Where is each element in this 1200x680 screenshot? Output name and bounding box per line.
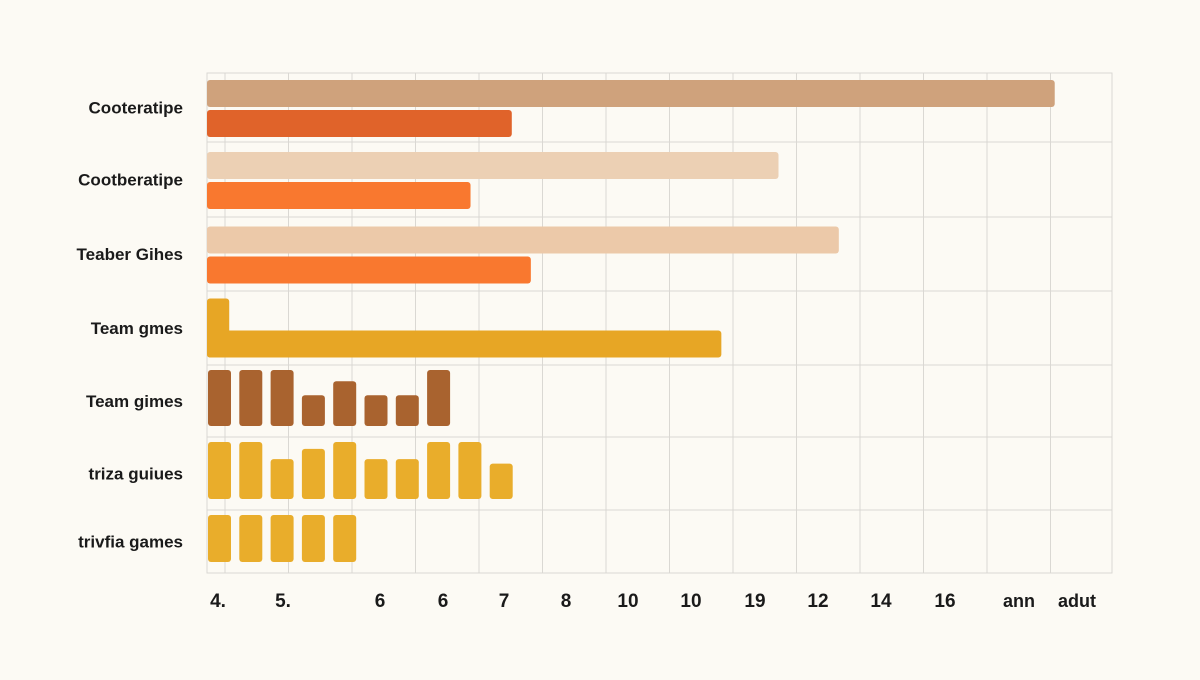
category-label: trivfia games	[78, 533, 183, 552]
column-bar	[427, 442, 451, 499]
column-bar	[364, 459, 388, 499]
column-bar	[458, 442, 482, 499]
x-tick-labels: 4. 5. 6 6 7 8 10 10 19 12 14 16 ann adut	[210, 591, 1096, 612]
column-bar	[239, 515, 263, 562]
category-label: triza guiues	[89, 465, 183, 484]
column-bar	[364, 395, 388, 426]
category-label: Cooteratipe	[89, 99, 183, 118]
column-bar	[427, 370, 451, 426]
column-bar	[208, 442, 231, 499]
column-bar	[301, 448, 325, 499]
column-bar	[301, 395, 325, 426]
category-label: Team gimes	[86, 392, 183, 411]
x-tick-label: 14	[870, 591, 892, 612]
column-bar	[395, 459, 419, 499]
column-bar	[270, 515, 294, 562]
bars	[207, 80, 1055, 562]
bar	[207, 182, 471, 209]
bar	[207, 256, 531, 284]
column-bar	[333, 381, 357, 426]
x-tick-label: 12	[807, 591, 828, 612]
x-tick-label: ann	[1003, 591, 1035, 611]
x-tick-label: 8	[561, 591, 572, 612]
column-bar	[301, 515, 325, 562]
category-labels: Cooteratipe Cootberatipe Teaber Gihes Team …	[77, 99, 183, 552]
column-bar	[489, 463, 513, 499]
x-tick-label: 6	[438, 591, 449, 612]
category-label: Team gmes	[91, 319, 183, 338]
column-bar	[208, 515, 231, 562]
column-bar	[239, 370, 263, 426]
category-label: Cootberatipe	[78, 171, 183, 190]
x-tick-label: 10	[617, 591, 638, 612]
column-bar	[270, 459, 294, 499]
x-tick-label: 4.	[210, 591, 226, 612]
x-tick-label: 7	[499, 591, 510, 612]
x-tick-label: 6	[375, 591, 386, 612]
column-bar	[208, 370, 231, 426]
bar	[207, 80, 1055, 107]
x-tick-label: adut	[1058, 591, 1096, 611]
column-bar	[333, 515, 357, 562]
bar	[207, 226, 839, 254]
bar	[207, 110, 512, 137]
x-tick-label: 10	[680, 591, 701, 612]
category-label: Teaber Gihes	[77, 245, 183, 264]
bar	[207, 330, 722, 358]
column-bar	[270, 370, 294, 426]
x-tick-label: 5.	[275, 591, 291, 612]
column-bar	[333, 442, 357, 499]
column-bar	[239, 442, 263, 499]
bar	[207, 152, 779, 179]
x-tick-label: 16	[934, 591, 955, 612]
x-tick-label: 19	[744, 591, 765, 612]
column-bar	[395, 395, 419, 426]
